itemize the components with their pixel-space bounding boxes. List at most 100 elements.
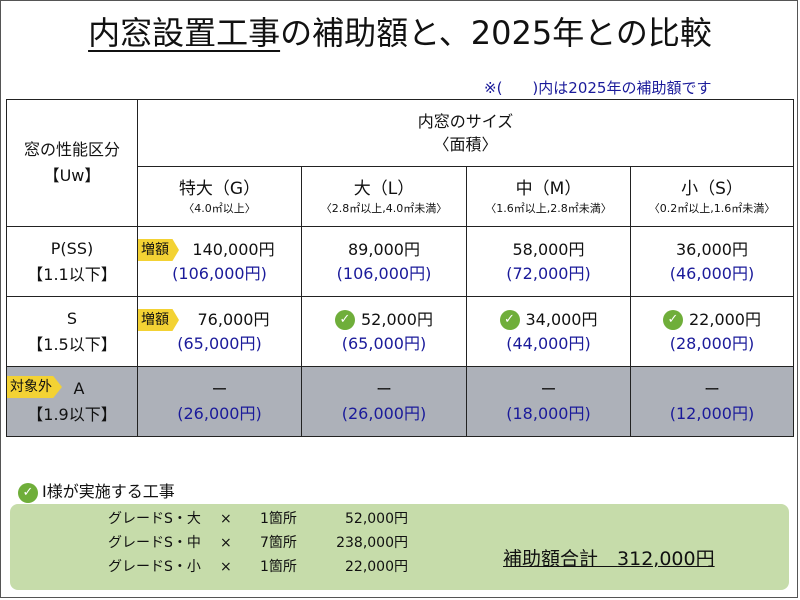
- size-col-g: 特大（G） 〈4.0㎡以上〉: [137, 166, 302, 227]
- price-2025: (106,000円): [336, 263, 432, 283]
- price-cell: 36,000円 (46,000円): [630, 226, 794, 297]
- note-text: ※( )内は2025年の補助額です: [484, 79, 712, 97]
- price-cell: ー (26,000円): [137, 366, 302, 437]
- size-range: 〈4.0㎡以上〉: [183, 201, 256, 215]
- row-label-uw: 【1.1以下】: [27, 264, 117, 284]
- work-item: グレードS・小: [108, 559, 201, 575]
- price-2025: (72,000円): [506, 263, 591, 283]
- price-value: ー: [703, 379, 720, 399]
- page-title-rest: の補助額と、2025年との比較: [280, 14, 712, 52]
- price-value: 89,000円: [348, 239, 420, 259]
- price-2025: (26,000円): [341, 403, 427, 423]
- total-label: 補助額合計: [503, 548, 599, 570]
- work-qty: 1箇所: [260, 559, 297, 575]
- work-qty: 1箇所: [260, 511, 297, 527]
- price-2025: (65,000円): [177, 333, 262, 353]
- price-cell: ー (18,000円): [466, 366, 631, 437]
- price-value: 34,000円: [525, 309, 598, 329]
- size-label: 大（L）: [353, 178, 415, 199]
- size-header-line2: 〈面積〉: [433, 135, 498, 154]
- corner-header: 窓の性能区分 【Uw】: [6, 99, 138, 227]
- price-value: ー: [540, 379, 557, 399]
- increase-tag: 増額: [138, 309, 179, 331]
- work-amount: 22,000円: [345, 559, 408, 575]
- size-col-l: 大（L） 〈2.8㎡以上,4.0㎡未満〉: [301, 166, 467, 227]
- price-2025: (65,000円): [341, 333, 427, 353]
- price-cell: ー (12,000円): [630, 366, 794, 437]
- size-header: 内窓のサイズ 〈面積〉: [137, 99, 794, 167]
- price-2025: (26,000円): [177, 403, 262, 423]
- price-cell: 増額 76,000円 (65,000円): [137, 296, 302, 367]
- price-2025: (12,000円): [669, 403, 755, 423]
- price-cell: 58,000円 (72,000円): [466, 226, 631, 297]
- price-cell: 増額 140,000円 (106,000円): [137, 226, 302, 297]
- size-row: 特大（G） 〈4.0㎡以上〉 大（L） 〈2.8㎡以上,4.0㎡未満〉 中（M）…: [7, 166, 794, 227]
- excluded-tag: 対象外: [7, 376, 62, 398]
- row-label: S 【1.5以下】: [6, 296, 138, 367]
- size-range: 〈1.6㎡以上,2.8㎡未満〉: [485, 201, 612, 215]
- total-value: 312,000円: [617, 548, 715, 570]
- list-item: グレードS・大 × 1箇所 52,000円: [108, 508, 408, 528]
- table-row-a: 対象外 A 【1.9以下】 ー (26,000円) ー (26,000円) ー …: [6, 366, 794, 437]
- work-amount: 238,000円: [336, 535, 408, 551]
- row-label-grade: A: [73, 378, 85, 398]
- price-cell: 89,000円 (106,000円): [301, 226, 467, 297]
- price-value: ー: [375, 379, 392, 399]
- price-value: 76,000円: [197, 309, 270, 329]
- price-2025: (106,000円): [172, 263, 267, 283]
- table-row-pss: P(SS) 【1.1以下】 増額 140,000円 (106,000円) 89,…: [6, 226, 794, 297]
- page-title-underlined: 内窓設置工事: [88, 14, 281, 52]
- subsidy-table: 窓の性能区分 【Uw】 内窓のサイズ 〈面積〉 特大（G） 〈4.0㎡以上〉 大…: [6, 99, 794, 437]
- work-qty: 7箇所: [260, 535, 297, 551]
- times-sign: ×: [220, 535, 232, 551]
- row-label-grade: P(SS): [50, 238, 94, 258]
- size-label: 小（S）: [681, 178, 743, 199]
- corner-header-line1: 窓の性能区分: [23, 140, 120, 159]
- works-title: ✓ I様が実施する工事: [18, 478, 175, 503]
- price-2025: (44,000円): [506, 333, 591, 353]
- table-row-s: S 【1.5以下】 増額 76,000円 (65,000円) ✓ 52,000円 …: [6, 296, 794, 367]
- row-label-uw: 【1.9以下】: [27, 404, 117, 424]
- size-col-m: 中（M） 〈1.6㎡以上,2.8㎡未満〉: [466, 166, 631, 227]
- check-circle-icon: ✓: [335, 310, 355, 330]
- price-value: 52,000円: [361, 309, 433, 329]
- work-item: グレードS・大: [108, 511, 201, 527]
- work-amount: 52,000円: [345, 511, 408, 527]
- price-cell: ✓ 52,000円 (65,000円): [301, 296, 467, 367]
- check-circle-icon: ✓: [18, 482, 38, 503]
- price-cell: ー (26,000円): [301, 366, 467, 437]
- page-title: 内窓設置工事の補助額と、2025年との比較: [0, 8, 800, 54]
- size-label: 特大（G）: [178, 178, 261, 199]
- price-2025: (28,000円): [669, 333, 755, 353]
- size-header-line1: 内窓のサイズ: [417, 112, 514, 131]
- total-line: 補助額合計 312,000円: [503, 544, 715, 571]
- list-item: グレードS・中 × 7箇所 238,000円: [108, 532, 408, 552]
- size-col-s: 小（S） 〈0.2㎡以上,1.6㎡未満〉: [630, 166, 794, 227]
- corner-header-line2: 【Uw】: [43, 166, 101, 185]
- size-range: 〈0.2㎡以上,1.6㎡未満〉: [648, 201, 776, 215]
- price-value: 36,000円: [676, 239, 748, 259]
- row-label-uw: 【1.5以下】: [27, 334, 117, 354]
- check-circle-icon: ✓: [663, 310, 683, 330]
- price-cell: ✓ 22,000円 (28,000円): [630, 296, 794, 367]
- row-label-grade: S: [66, 308, 78, 328]
- price-value: 58,000円: [512, 239, 585, 259]
- price-value: 22,000円: [689, 309, 761, 329]
- times-sign: ×: [220, 511, 232, 527]
- list-item: グレードS・小 × 1箇所 22,000円: [108, 556, 408, 576]
- price-value: 140,000円: [192, 239, 275, 259]
- work-item: グレードS・中: [108, 535, 201, 551]
- price-value: ー: [211, 379, 228, 399]
- works-summary-box: グレードS・大 × 1箇所 52,000円 グレードS・中 × 7箇所 238,000円 グ…: [10, 504, 789, 590]
- size-label: 中（M）: [515, 178, 582, 199]
- price-2025: (18,000円): [506, 403, 591, 423]
- row-label: P(SS) 【1.1以下】: [6, 226, 138, 297]
- increase-tag: 増額: [138, 239, 179, 261]
- times-sign: ×: [220, 559, 232, 575]
- check-circle-icon: ✓: [499, 310, 520, 330]
- row-label: 対象外 A 【1.9以下】: [6, 366, 138, 437]
- size-range: 〈2.8㎡以上,4.0㎡未満〉: [320, 201, 448, 215]
- works-title-text: I様が実施する工事: [42, 482, 175, 501]
- price-cell: ✓ 34,000円 (44,000円): [466, 296, 631, 367]
